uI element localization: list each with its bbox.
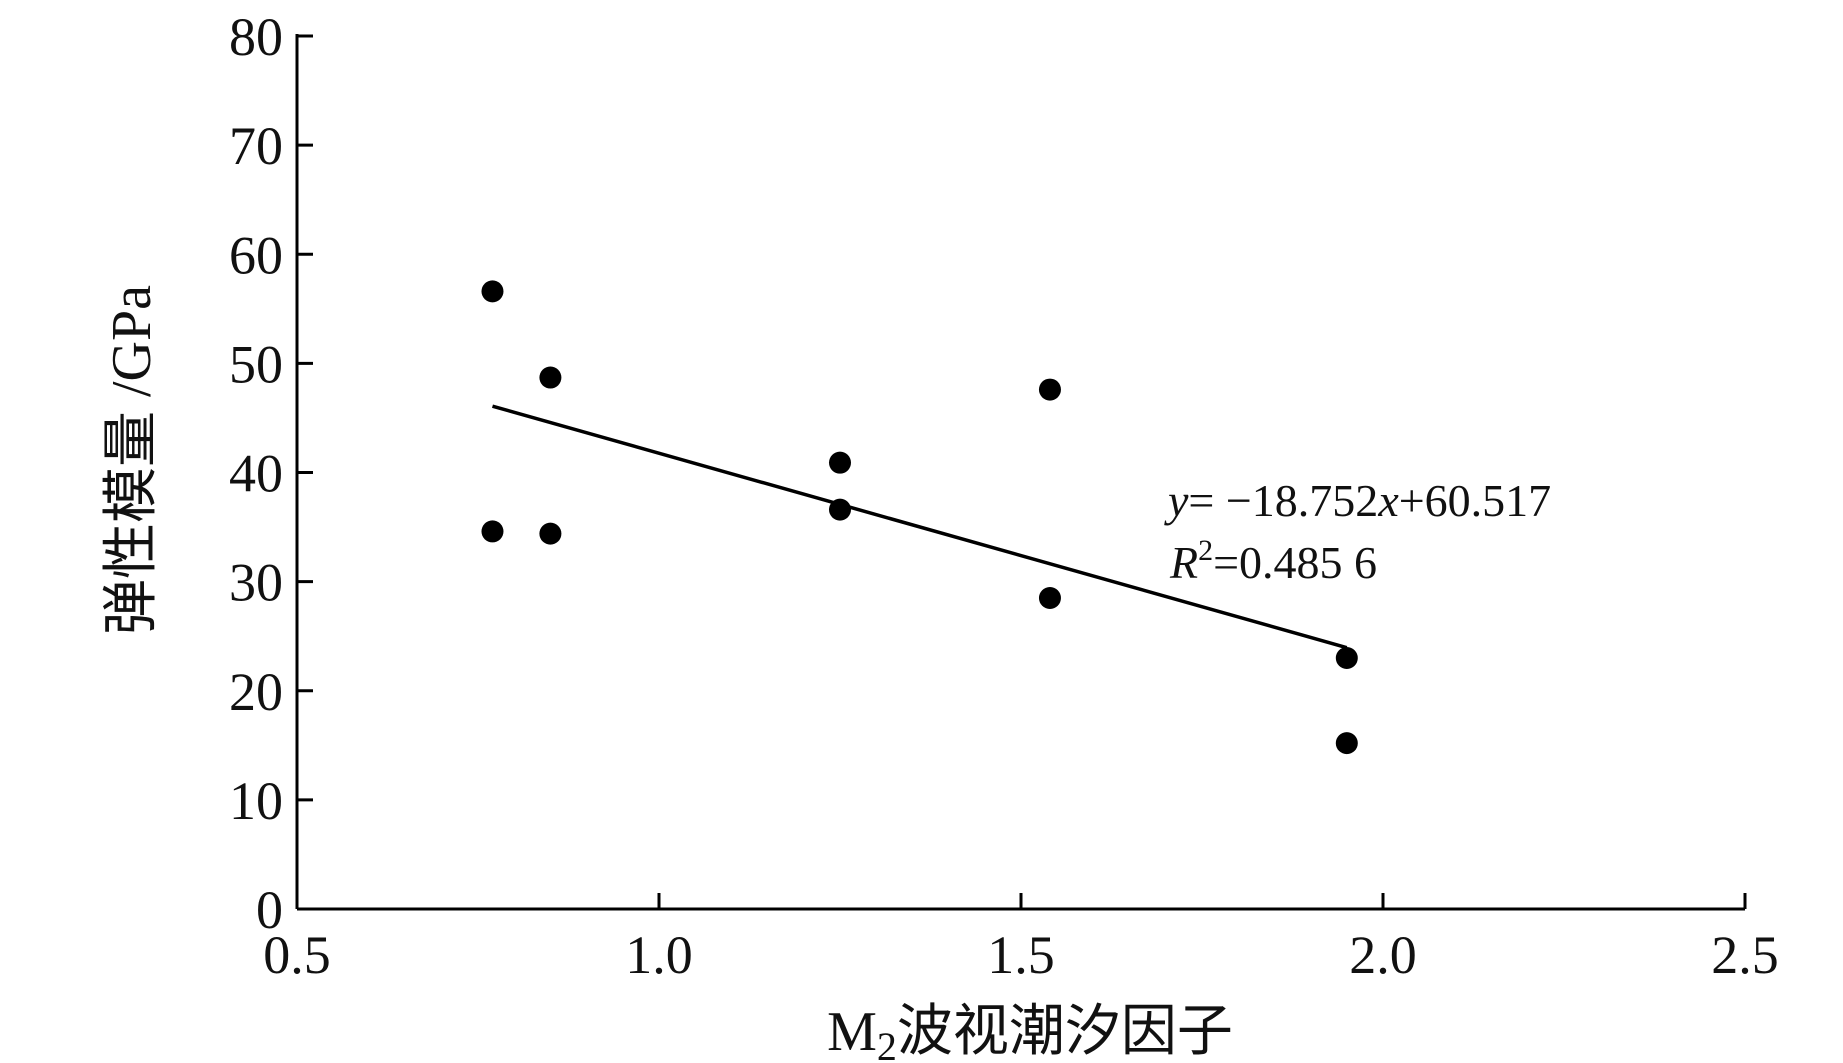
data-point <box>1038 586 1061 609</box>
x-ticks: 0.5 1.0 1.5 2.0 2.5 <box>263 893 1779 985</box>
y-tick-label: 60 <box>229 225 283 285</box>
data-point <box>1038 378 1061 401</box>
data-point <box>829 451 851 474</box>
data-point <box>481 280 504 303</box>
y-ticks: 0 10 20 30 40 50 60 70 80 <box>229 7 313 940</box>
x-tick-label: 2.5 <box>1711 925 1779 985</box>
x-tick-label: 1.0 <box>625 925 693 985</box>
x-axis-title: M2波视潮汐因子 <box>827 1001 1233 1063</box>
y-tick-label: 0 <box>256 880 283 940</box>
data-point <box>539 522 562 545</box>
trendline <box>492 404 1348 650</box>
r-squared-label: R2=0.485 6 <box>1169 534 1377 588</box>
axes <box>295 34 1745 911</box>
trendline-equation: y= −18.752x+60.517 <box>1164 475 1551 526</box>
data-point <box>1335 647 1358 670</box>
trendline-group <box>492 404 1348 650</box>
data-point <box>829 498 851 521</box>
data-point <box>481 520 504 543</box>
x-tick-label: 0.5 <box>263 925 331 985</box>
x-tick-label: 1.5 <box>987 925 1055 985</box>
y-tick-label: 10 <box>229 771 283 831</box>
y-tick-label: 50 <box>229 334 283 394</box>
y-tick-label: 20 <box>229 662 283 722</box>
y-axis-title: 弹性模量 /GPa <box>101 285 163 635</box>
x-tick-label: 2.0 <box>1349 925 1417 985</box>
y-tick-label: 70 <box>229 116 283 176</box>
y-tick-label: 40 <box>229 444 283 504</box>
data-point <box>1335 732 1358 755</box>
y-tick-label: 30 <box>229 553 283 613</box>
y-tick-label: 80 <box>229 7 283 67</box>
data-point <box>539 366 562 389</box>
data-points <box>481 280 1358 755</box>
